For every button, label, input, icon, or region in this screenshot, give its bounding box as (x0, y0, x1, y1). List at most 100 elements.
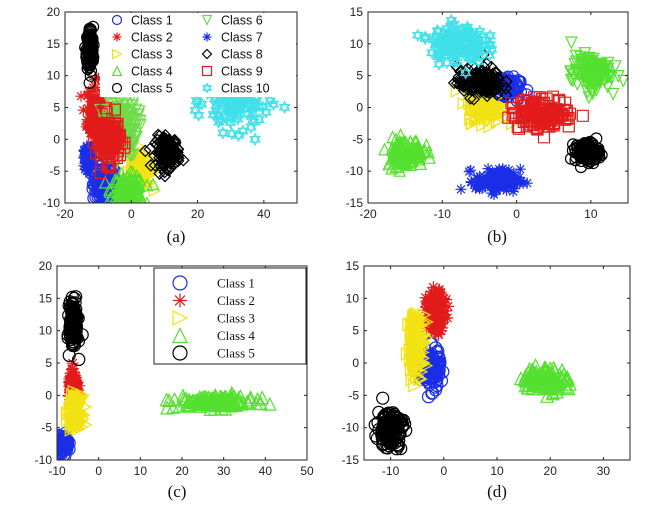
data-point (83, 76, 96, 90)
data-point (118, 97, 132, 111)
legend-marker (201, 48, 213, 60)
data-point (428, 297, 441, 310)
legend-marker (111, 82, 123, 94)
x-tick-label: 50 (300, 464, 314, 478)
data-point (86, 112, 98, 124)
data-point (103, 182, 116, 196)
data-point (115, 184, 129, 198)
data-point (379, 440, 393, 455)
data-point (586, 59, 600, 73)
series-class-6 (564, 36, 628, 105)
data-point (512, 177, 524, 189)
data-point (88, 85, 100, 97)
data-point (564, 73, 578, 87)
data-point (525, 362, 540, 377)
legend-marker (173, 293, 187, 308)
data-point (171, 142, 185, 156)
data-point (126, 161, 140, 175)
data-point (451, 30, 463, 45)
data-point (456, 67, 469, 80)
data-point (477, 74, 491, 88)
data-point (158, 142, 172, 155)
data-point (408, 340, 423, 355)
data-point (65, 290, 79, 304)
data-point (483, 120, 497, 134)
series-class-2 (419, 281, 455, 341)
data-point (434, 288, 447, 300)
data-point (490, 88, 504, 102)
data-point (546, 360, 561, 375)
data-point (587, 63, 601, 77)
data-point (214, 113, 227, 127)
data-point (117, 150, 131, 164)
data-point (467, 92, 481, 106)
data-point (456, 76, 469, 90)
x-tick-label: 40 (257, 207, 271, 221)
data-point (473, 85, 487, 99)
y-tick-label: -15 (342, 453, 360, 467)
data-point (586, 137, 599, 150)
data-point (448, 17, 460, 31)
y-tick-label: 0 (53, 132, 60, 146)
data-point (581, 85, 595, 99)
data-point (63, 372, 76, 385)
data-point (411, 363, 426, 378)
data-point (82, 149, 94, 161)
data-point (144, 159, 158, 172)
data-point (426, 45, 438, 60)
data-point (480, 104, 493, 118)
panel-caption: (a) (167, 227, 186, 246)
data-point (159, 392, 174, 407)
data-point (117, 171, 131, 185)
y-tick-label: 15 (47, 37, 61, 51)
data-point (578, 148, 591, 161)
data-point (86, 90, 98, 102)
legend-label: Class 9 (221, 65, 263, 79)
scatter-panel-4: -10 0 10 20 30 -15 -10 -5 0 5 10 15 (d) (342, 259, 631, 501)
legend-label: Class 5 (217, 346, 255, 361)
y-tick-label: -10 (43, 196, 61, 210)
data-point (229, 398, 244, 412)
data-point (423, 377, 437, 392)
data-point (142, 161, 156, 175)
data-point (512, 80, 525, 93)
series-class-3 (400, 306, 435, 393)
data-points (378, 13, 628, 200)
legend-marker (202, 82, 212, 94)
y-tick-label: 10 (39, 324, 53, 338)
data-point (79, 41, 92, 54)
data-point (260, 105, 272, 119)
data-point (95, 131, 108, 144)
data-point (81, 114, 93, 126)
data-point (474, 83, 488, 97)
data-point (203, 394, 218, 409)
data-point (475, 63, 488, 77)
data-point (57, 435, 71, 449)
series-class-2 (455, 163, 533, 200)
data-point (530, 121, 543, 134)
y-tick-label: 20 (39, 259, 53, 273)
data-point (434, 309, 447, 322)
data-point (96, 144, 109, 157)
data-point (441, 55, 453, 70)
data-point (439, 30, 451, 44)
data-point (432, 363, 446, 377)
data-point (412, 326, 427, 341)
data-point (156, 158, 170, 171)
data-point (427, 308, 440, 321)
series-class-9 (502, 90, 589, 144)
x-tick-label: -10 (382, 464, 400, 478)
data-point (66, 306, 80, 320)
legend-marker (202, 32, 212, 42)
x-tick-label: 0 (513, 207, 520, 221)
data-point (521, 83, 534, 97)
data-point (536, 104, 549, 117)
data-point (485, 168, 497, 180)
data-point (486, 187, 498, 199)
series-class-4 (378, 128, 436, 177)
data-point (451, 54, 464, 69)
data-point (534, 366, 549, 381)
data-point (422, 296, 435, 309)
series-class-9 (87, 102, 131, 179)
